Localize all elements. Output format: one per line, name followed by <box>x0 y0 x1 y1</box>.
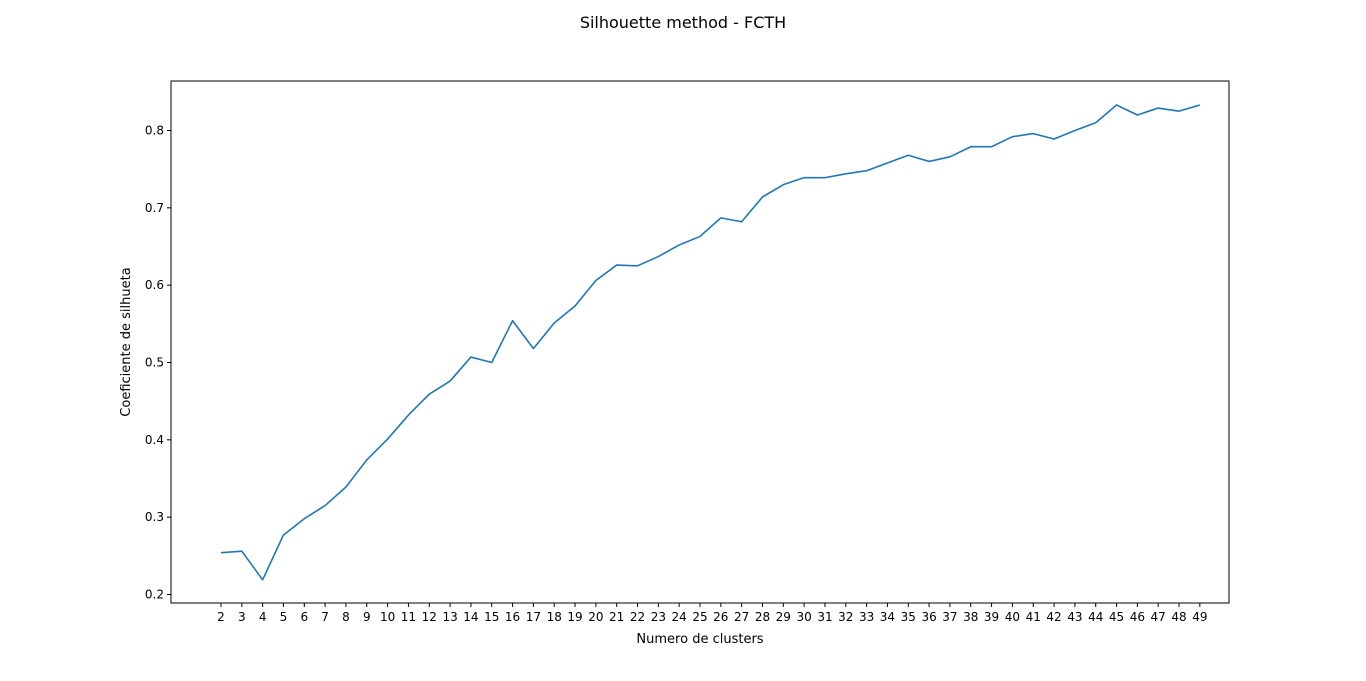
y-tick-label: 0.8 <box>145 123 164 137</box>
x-tick-label: 49 <box>1192 610 1207 624</box>
y-tick-label: 0.5 <box>145 355 164 369</box>
y-axis-label: Coeficiente de silhueta <box>119 267 134 416</box>
x-axis-label: Numero de clusters <box>636 632 763 647</box>
x-tick-label: 38 <box>963 610 978 624</box>
x-tick-label: 28 <box>755 610 770 624</box>
x-tick-label: 37 <box>942 610 957 624</box>
x-tick-label: 22 <box>630 610 645 624</box>
plot-area: 2 3 4 5 6 7 8 9 10 11 12 13 14 15 16 17 18 19 20 21 22 23 24 25… <box>145 80 1230 624</box>
x-tick-label: 40 <box>1005 610 1020 624</box>
y-tick-label: 0.4 <box>145 433 164 447</box>
x-tick-label: 8 <box>342 610 350 624</box>
x-axis-ticks: 2 3 4 5 6 7 8 9 10 11 12 13 14 15 16 17 18 19 20 21 22 23 24 25… <box>217 603 1207 624</box>
x-tick-label: 30 <box>796 610 811 624</box>
x-tick-label: 7 <box>321 610 329 624</box>
x-tick-label: 39 <box>984 610 999 624</box>
x-tick-label: 19 <box>567 610 582 624</box>
x-tick-label: 33 <box>859 610 874 624</box>
series-layer <box>220 104 1201 581</box>
x-tick-label: 34 <box>880 610 895 624</box>
y-axis-ticks: 0.2 0.3 0.4 0.5 0.6 0.7 0.8 <box>145 123 171 601</box>
x-tick-label: 15 <box>484 610 499 624</box>
x-tick-label: 27 <box>734 610 749 624</box>
x-tick-label: 16 <box>505 610 520 624</box>
x-tick-label: 21 <box>609 610 624 624</box>
y-tick-label: 0.7 <box>145 201 164 215</box>
x-tick-label: 3 <box>238 610 246 624</box>
x-tick-label: 10 <box>380 610 395 624</box>
chart-title: Silhouette method - FCTH <box>580 13 786 32</box>
x-tick-label: 44 <box>1088 610 1103 624</box>
x-tick-label: 32 <box>838 610 853 624</box>
x-tick-label: 5 <box>280 610 288 624</box>
x-tick-label: 12 <box>422 610 437 624</box>
x-tick-label: 41 <box>1026 610 1041 624</box>
x-tick-label: 14 <box>463 610 478 624</box>
x-tick-label: 45 <box>1109 610 1124 624</box>
x-tick-label: 25 <box>692 610 707 624</box>
y-tick-label: 0.3 <box>145 510 164 524</box>
x-tick-label: 17 <box>526 610 541 624</box>
x-tick-label: 11 <box>401 610 416 624</box>
x-tick-label: 35 <box>901 610 916 624</box>
x-tick-label: 26 <box>713 610 728 624</box>
x-tick-label: 20 <box>588 610 603 624</box>
x-tick-label: 47 <box>1151 610 1166 624</box>
x-tick-label: 42 <box>1046 610 1061 624</box>
y-tick-label: 0.2 <box>145 587 164 601</box>
x-tick-label: 9 <box>363 610 371 624</box>
x-tick-label: 6 <box>300 610 308 624</box>
x-tick-label: 2 <box>217 610 225 624</box>
x-tick-label: 13 <box>442 610 457 624</box>
x-tick-label: 24 <box>672 610 687 624</box>
x-tick-label: 18 <box>547 610 562 624</box>
x-tick-label: 46 <box>1130 610 1145 624</box>
series-line <box>220 104 1201 581</box>
plot-frame <box>170 80 1230 604</box>
x-tick-label: 23 <box>651 610 666 624</box>
y-tick-label: 0.6 <box>145 278 164 292</box>
x-tick-label: 36 <box>921 610 936 624</box>
x-tick-label: 29 <box>776 610 791 624</box>
x-tick-label: 4 <box>259 610 267 624</box>
x-tick-label: 43 <box>1067 610 1082 624</box>
x-tick-label: 48 <box>1171 610 1186 624</box>
x-tick-label: 31 <box>817 610 832 624</box>
